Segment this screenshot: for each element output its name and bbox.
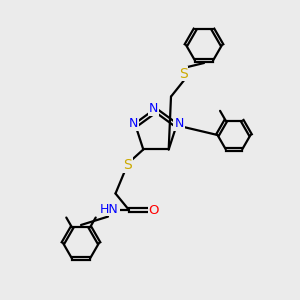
Text: N: N [128,117,138,130]
Text: N: N [174,117,184,130]
Text: S: S [178,67,188,80]
Text: HN: HN [100,202,119,216]
Text: O: O [149,203,159,217]
Text: N: N [149,102,158,116]
Text: S: S [123,158,132,172]
